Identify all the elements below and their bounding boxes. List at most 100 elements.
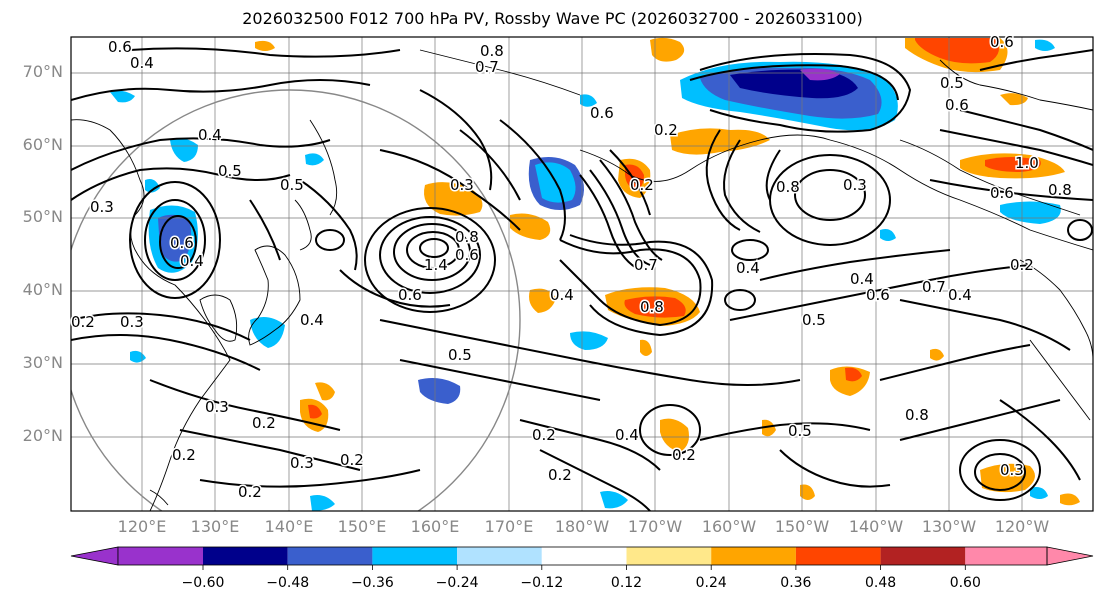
lat-label: 30°N (22, 353, 63, 372)
lat-label: 40°N (22, 280, 63, 299)
contour-label: 0.5 (802, 311, 826, 329)
contour-label: 0.6 (170, 234, 194, 252)
colorbar-segment (795, 547, 881, 565)
colorbar-segment (287, 547, 373, 565)
contour-label: 0.5 (940, 74, 964, 92)
colorbar-tick-label: 0.36 (780, 575, 812, 591)
contour-label: 0.7 (475, 58, 499, 76)
colorbar-tick-label: −0.12 (520, 575, 564, 591)
lon-label: 150°W (774, 517, 830, 536)
lon-label: 180°W (554, 517, 610, 536)
map-frame (70, 36, 1094, 512)
contour-label: 0.2 (238, 483, 262, 501)
contour-label: 0.3 (290, 454, 314, 472)
contour-label: 0.6 (108, 38, 132, 56)
contour-label: 0.3 (90, 198, 114, 216)
contour-label: 0.7 (922, 278, 946, 296)
contour-label: 0.2 (654, 121, 678, 139)
contour-label: 0.6 (990, 184, 1014, 202)
lon-label: 160°W (701, 517, 757, 536)
colorbar-tick-label: 0.24 (695, 575, 727, 591)
contour-label: 0.2 (630, 176, 654, 194)
contour-label: 0.5 (218, 162, 242, 180)
contour-label: 0.3 (450, 176, 474, 194)
contour-label: 0.8 (776, 178, 800, 196)
lat-label: 70°N (22, 62, 63, 81)
colorbar-segment (965, 547, 1047, 565)
colorbar-tick-label: −0.60 (181, 575, 225, 591)
pv-contours (71, 47, 1093, 511)
lon-label: 130°E (190, 517, 240, 536)
contour-label: 0.2 (71, 313, 95, 331)
coastlines (71, 49, 1093, 511)
contour-label: 0.4 (615, 426, 639, 444)
colorbar-segment (118, 547, 203, 565)
contour-label: 0.8 (480, 42, 504, 60)
contour-label: 0.4 (300, 311, 324, 329)
contour-label: 0.6 (990, 33, 1014, 51)
contour-label: 0.6 (590, 104, 614, 122)
contour-label: 0.2 (1010, 256, 1034, 274)
contour-label: 0.5 (448, 346, 472, 364)
contour-label: 0.3 (120, 313, 144, 331)
colorbar-tick-label: 0.12 (610, 575, 643, 591)
lon-label: 170°W (627, 517, 683, 536)
contour-label: 0.2 (252, 414, 276, 432)
contour-label: 0.6 (455, 246, 479, 264)
lon-label: 140°W (848, 517, 904, 536)
contour-label: 0.4 (130, 54, 154, 72)
colorbar-segment (711, 547, 796, 565)
colorbar-segment (626, 547, 712, 565)
colorbar-extend-min (70, 546, 119, 566)
lon-label: 130°W (921, 517, 977, 536)
contour-label: 0.8 (640, 298, 664, 316)
lon-label: 120°W (994, 517, 1050, 536)
contour-label: 0.5 (788, 422, 812, 440)
contour-label: 0.5 (280, 176, 304, 194)
colorbar-tick-label: 0.60 (949, 575, 981, 591)
contour-label: 0.3 (843, 176, 867, 194)
lon-label: 140°E (264, 517, 314, 536)
lon-label: 160°E (410, 517, 460, 536)
lon-label: 150°E (337, 517, 387, 536)
lon-label: 170°E (484, 517, 534, 536)
contour-label: 0.2 (532, 426, 556, 444)
colorbar-segment (457, 547, 542, 565)
contour-label: 0.7 (634, 256, 658, 274)
negative-anomaly-shading (110, 39, 1061, 511)
colorbar-tick-label: −0.24 (435, 575, 479, 591)
colorbar-segment (541, 547, 627, 565)
contour-label: 0.3 (205, 398, 229, 416)
graticule (71, 37, 1093, 511)
contour-label: 0.2 (172, 446, 196, 464)
colorbar-segment (203, 547, 288, 565)
contour-label: 0.4 (948, 286, 972, 304)
contour-label: 0.4 (550, 286, 574, 304)
colorbar-tick-label: −0.36 (350, 575, 394, 591)
lat-label: 20°N (22, 426, 63, 445)
contour-label: 1.0 (1015, 154, 1039, 172)
contour-label: 0.8 (455, 228, 479, 246)
contour-label: 0.2 (340, 451, 364, 469)
contour-label: 0.4 (850, 270, 874, 288)
map-title: 2026032500 F012 700 hPa PV, Rossby Wave … (242, 9, 863, 28)
colorbar (70, 546, 1094, 570)
contour-label: 0.8 (1048, 181, 1072, 199)
contour-label: 0.3 (1000, 461, 1024, 479)
colorbar-extend-max (1046, 546, 1094, 566)
colorbar-segment (880, 547, 966, 565)
lat-label: 60°N (22, 135, 63, 154)
contour-label: 1.4 (424, 256, 448, 274)
lon-label: 120°E (117, 517, 167, 536)
reference-circle (71, 89, 521, 511)
contour-label: 0.8 (905, 406, 929, 424)
contour-label: 0.6 (398, 286, 422, 304)
contour-label: 0.2 (672, 446, 696, 464)
colorbar-tick-label: −0.48 (266, 575, 310, 591)
colorbar-tick-label: 0.48 (865, 575, 897, 591)
contour-label: 0.6 (945, 96, 969, 114)
contour-label: 0.2 (548, 466, 572, 484)
lat-label: 50°N (22, 207, 63, 226)
contour-label: 0.6 (866, 286, 890, 304)
